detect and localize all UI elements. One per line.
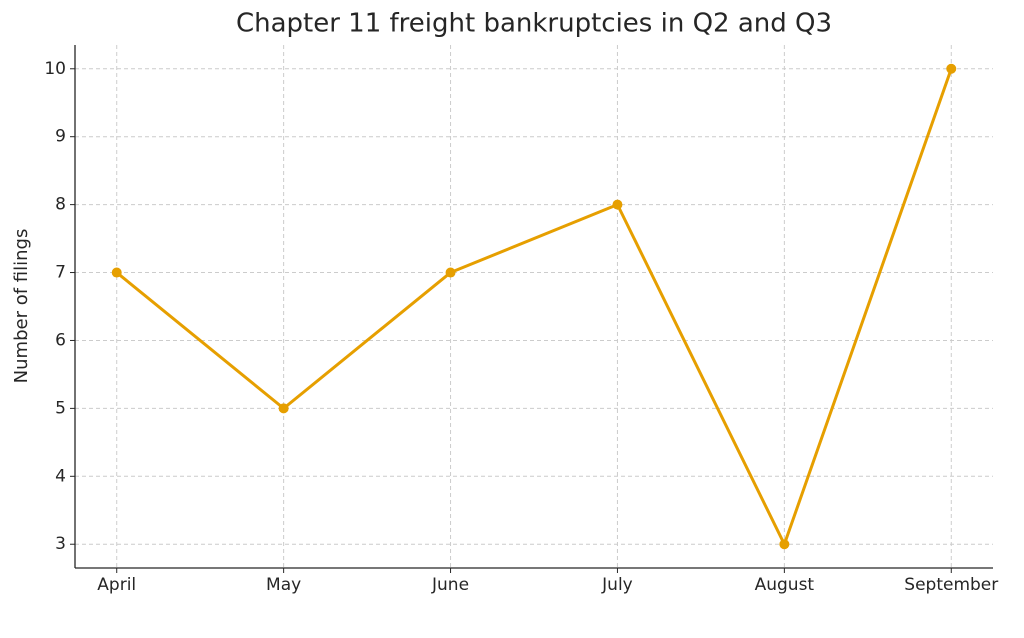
y-tick-label: 10 bbox=[44, 59, 66, 79]
x-tick-label: May bbox=[266, 575, 301, 595]
y-axis-label: Number of filings bbox=[11, 229, 32, 384]
y-tick-label: 9 bbox=[55, 127, 66, 147]
y-tick-label: 7 bbox=[55, 263, 66, 283]
data-point bbox=[111, 267, 122, 278]
chart-title: Chapter 11 freight bankruptcies in Q2 an… bbox=[236, 9, 832, 39]
y-tick-label: 3 bbox=[55, 534, 66, 554]
data-point bbox=[779, 539, 790, 550]
x-tick-label: July bbox=[601, 575, 633, 595]
data-point bbox=[278, 403, 289, 414]
data-point bbox=[946, 63, 957, 74]
x-tick-label: September bbox=[904, 575, 998, 595]
data-line bbox=[115, 68, 953, 546]
data-point bbox=[612, 199, 623, 210]
x-tick-label: June bbox=[431, 575, 469, 595]
x-tick-label: August bbox=[755, 575, 815, 595]
x-tick-label: April bbox=[97, 575, 136, 595]
data-point bbox=[445, 267, 456, 278]
y-tick-label: 5 bbox=[55, 398, 66, 418]
y-tick-label: 6 bbox=[55, 330, 66, 350]
y-tick-label: 4 bbox=[55, 466, 66, 486]
y-tick-label: 8 bbox=[55, 195, 66, 215]
